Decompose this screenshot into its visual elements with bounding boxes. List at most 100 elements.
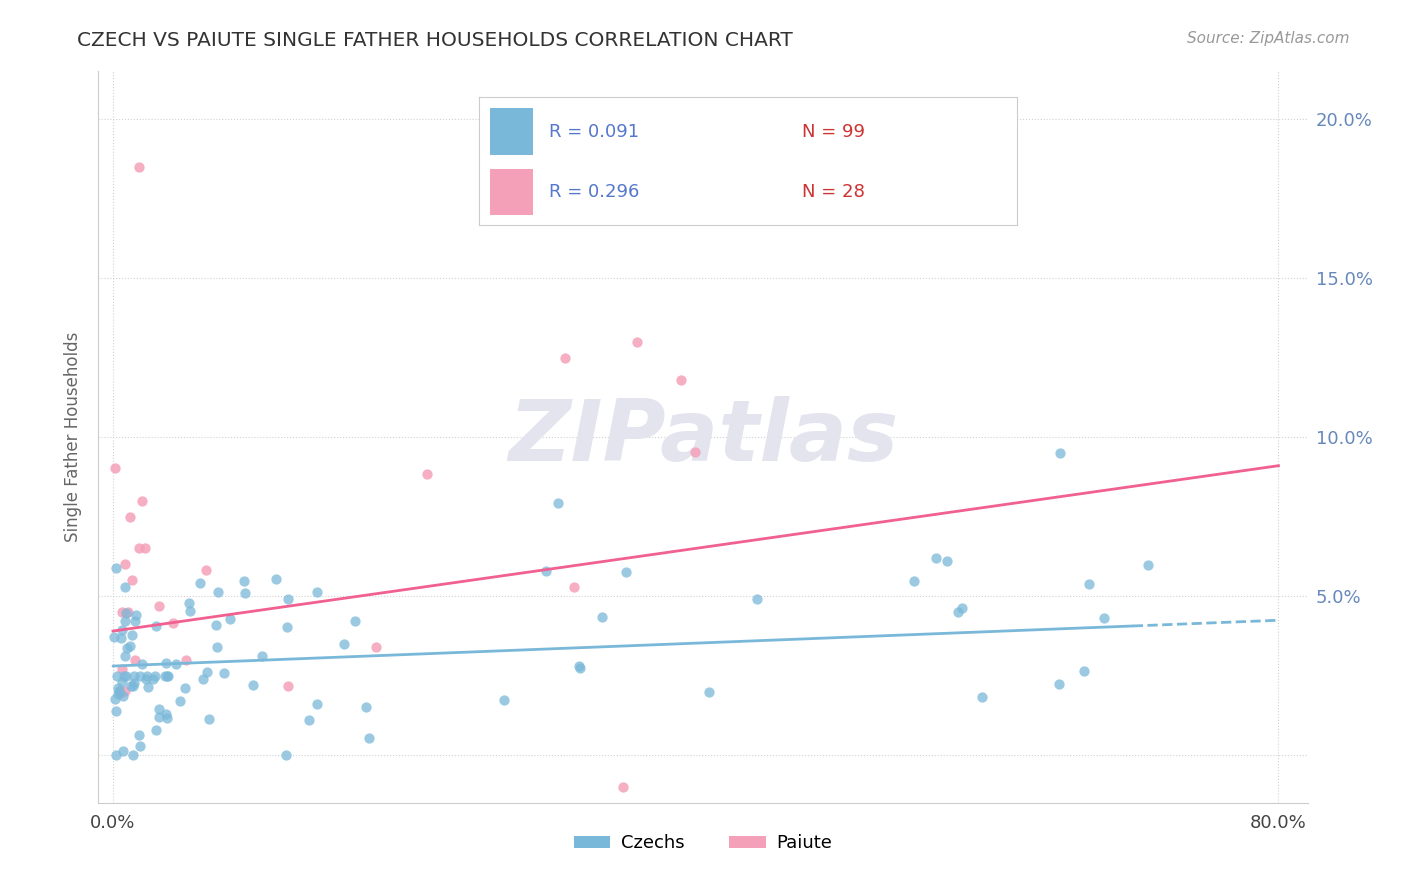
Point (114, 580, 136, 594)
Point (114, 606, 136, 620)
Point (129, 739, 152, 754)
Point (194, 563, 217, 577)
Point (562, 580, 585, 594)
Point (124, 653, 146, 667)
Point (108, 683, 131, 698)
Point (120, 679, 142, 693)
Point (145, 723, 167, 738)
Point (114, 558, 136, 572)
Point (114, 615, 136, 629)
Point (111, 675, 134, 690)
Point (156, 711, 179, 725)
Point (131, 493, 153, 508)
Point (114, 648, 136, 663)
Point (138, 681, 160, 695)
Point (191, 672, 214, 686)
Point (277, 592, 299, 607)
Point (128, 728, 150, 742)
Point (298, 713, 321, 727)
Point (112, 668, 135, 682)
Text: Source: ZipAtlas.com: Source: ZipAtlas.com (1187, 31, 1350, 46)
Point (155, 707, 177, 722)
Point (745, 591, 768, 606)
Point (128, 541, 150, 556)
Point (612, 780, 634, 794)
Point (354, 699, 377, 714)
Point (568, 661, 591, 675)
Point (198, 712, 221, 726)
Point (364, 640, 387, 654)
Point (1047, 676, 1070, 690)
Point (128, 160, 150, 174)
Point (104, 691, 127, 706)
Point (110, 632, 132, 646)
Point (276, 620, 298, 634)
Point (165, 657, 187, 671)
Point (124, 614, 146, 628)
Point (122, 676, 145, 690)
Point (1073, 664, 1095, 678)
Point (115, 640, 138, 655)
Point (120, 639, 142, 653)
Point (925, 550, 948, 565)
Point (121, 573, 143, 587)
Point (115, 668, 138, 682)
Y-axis label: Single Father Households: Single Father Households (65, 332, 83, 542)
Point (333, 637, 356, 651)
Point (204, 618, 226, 632)
Point (117, 605, 139, 619)
Point (157, 668, 180, 682)
Point (266, 572, 288, 586)
Point (903, 574, 925, 588)
Point (416, 467, 439, 481)
Point (148, 599, 170, 614)
Point (591, 609, 613, 624)
Point (177, 596, 200, 610)
Text: ZIPatlas: ZIPatlas (508, 395, 898, 479)
Point (536, 564, 558, 578)
Point (242, 678, 264, 692)
Point (547, 496, 569, 510)
Point (169, 694, 191, 708)
Point (697, 685, 720, 699)
Point (669, 373, 692, 387)
Point (108, 686, 131, 700)
Point (305, 697, 328, 711)
Point (233, 574, 256, 589)
Point (122, 748, 145, 763)
Point (174, 652, 197, 666)
Point (946, 605, 969, 619)
Point (554, 351, 576, 365)
Point (1077, 576, 1099, 591)
Point (277, 679, 299, 693)
Point (1049, 446, 1071, 460)
Point (142, 673, 165, 687)
Point (212, 666, 235, 681)
Point (143, 668, 166, 682)
Point (135, 673, 157, 687)
Point (121, 627, 143, 641)
Point (104, 748, 127, 763)
Point (134, 541, 156, 556)
Point (173, 681, 195, 695)
Point (614, 565, 637, 579)
Point (197, 665, 219, 679)
Point (155, 669, 177, 683)
Point (103, 630, 125, 644)
Point (205, 640, 228, 655)
Point (105, 668, 128, 682)
Point (111, 605, 134, 619)
Point (179, 604, 201, 618)
Point (188, 576, 211, 591)
Point (145, 619, 167, 633)
Point (111, 744, 134, 758)
Point (950, 601, 973, 615)
Point (207, 585, 229, 599)
Point (970, 690, 993, 704)
Legend: Czechs, Paiute: Czechs, Paiute (567, 827, 839, 860)
Point (135, 668, 157, 682)
Point (104, 461, 127, 475)
Point (148, 701, 170, 715)
Point (125, 608, 148, 623)
Point (357, 731, 380, 746)
